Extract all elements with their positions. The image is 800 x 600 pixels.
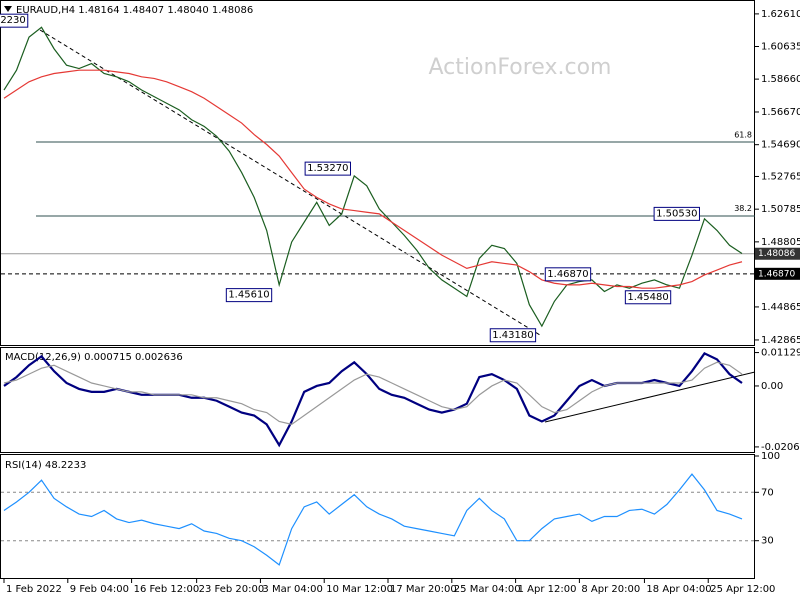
macd-panel bbox=[0, 347, 755, 453]
y-tick-label: 0.00 bbox=[761, 381, 783, 392]
annotation: 1.53270 bbox=[307, 163, 348, 174]
y-tick-label: 100 bbox=[761, 451, 780, 462]
y-tick-label: 1.52765 bbox=[761, 171, 800, 182]
series-line bbox=[3, 26, 743, 328]
y-tick-label: 1.48805 bbox=[761, 237, 800, 248]
annotation: 1.45480 bbox=[627, 292, 668, 303]
macd-trend-line bbox=[544, 371, 756, 423]
chart-title: EURAUD,H4 1.48164 1.48407 1.48040 1.4808… bbox=[16, 5, 253, 16]
x-tick-label: 8 Apr 20:00 bbox=[581, 584, 640, 595]
rsi-panel bbox=[0, 454, 755, 579]
y-tick-label: 1.60635 bbox=[761, 42, 800, 53]
y-tick-label: 1.56670 bbox=[761, 107, 800, 118]
x-tick-label: 1 Feb 2022 bbox=[6, 584, 62, 595]
y-tick-label: 1.58660 bbox=[761, 74, 800, 85]
x-tick-label: 9 Feb 04:00 bbox=[70, 584, 129, 595]
price-level-label: 1.48086 bbox=[758, 249, 795, 259]
macd-title: MACD(12,26,9) 0.000715 0.002636 bbox=[5, 352, 183, 363]
rsi-title: RSI(14) 48.2233 bbox=[5, 460, 86, 471]
x-tick-label: 3 Mar 04:00 bbox=[262, 584, 322, 595]
x-tick-label: 1 Apr 12:00 bbox=[518, 584, 577, 595]
series-line bbox=[3, 69, 743, 289]
menu-arrow[interactable] bbox=[4, 6, 12, 12]
annotation-box bbox=[304, 161, 351, 176]
x-tick-label: 25 Apr 12:00 bbox=[710, 584, 775, 595]
series-line bbox=[3, 361, 743, 426]
price-level-box bbox=[755, 247, 800, 260]
annotation: 1.45610 bbox=[228, 290, 269, 301]
annotation-box bbox=[544, 267, 592, 282]
annotation: 1.46870 bbox=[547, 269, 588, 280]
y-tick-label: 1.62610 bbox=[761, 9, 800, 20]
x-tick-label: 10 Mar 12:00 bbox=[326, 584, 393, 595]
y-tick-label: 1.50785 bbox=[761, 204, 800, 215]
x-tick-label: 17 Mar 20:00 bbox=[390, 584, 457, 595]
y-tick-label: 0.011294 bbox=[761, 348, 800, 359]
annotation: 1.43180 bbox=[492, 330, 533, 341]
fib-label: 38.2 bbox=[734, 204, 752, 213]
y-tick-label: 70 bbox=[761, 487, 774, 498]
y-tick-label: 1.42865 bbox=[761, 335, 800, 346]
price-level-box bbox=[755, 267, 800, 280]
watermark: ActionForex.com bbox=[429, 55, 612, 80]
annotation-box bbox=[624, 290, 672, 305]
annotation-box bbox=[489, 328, 537, 343]
fib-label: 61.8 bbox=[734, 131, 752, 140]
x-tick-label: 16 Feb 12:00 bbox=[134, 584, 200, 595]
x-tick-label: 23 Feb 20:00 bbox=[199, 584, 265, 595]
annotation: 2230 bbox=[0, 15, 25, 26]
x-tick-label: 25 Mar 04:00 bbox=[454, 584, 521, 595]
y-tick-label: 1.44865 bbox=[761, 302, 800, 313]
y-tick-label: 30 bbox=[761, 536, 774, 547]
price-panel bbox=[0, 0, 755, 346]
annotation-box bbox=[0, 13, 29, 28]
annotation-box bbox=[653, 206, 700, 221]
y-tick-label: -0.020618 bbox=[761, 442, 800, 453]
annotation-box bbox=[225, 288, 273, 303]
annotation: 1.50530 bbox=[656, 208, 697, 219]
y-tick-label: 1.54690 bbox=[761, 140, 800, 151]
price-level-label: 1.46870 bbox=[758, 269, 795, 279]
series-line bbox=[3, 473, 743, 566]
x-tick-label: 18 Apr 04:00 bbox=[646, 584, 711, 595]
